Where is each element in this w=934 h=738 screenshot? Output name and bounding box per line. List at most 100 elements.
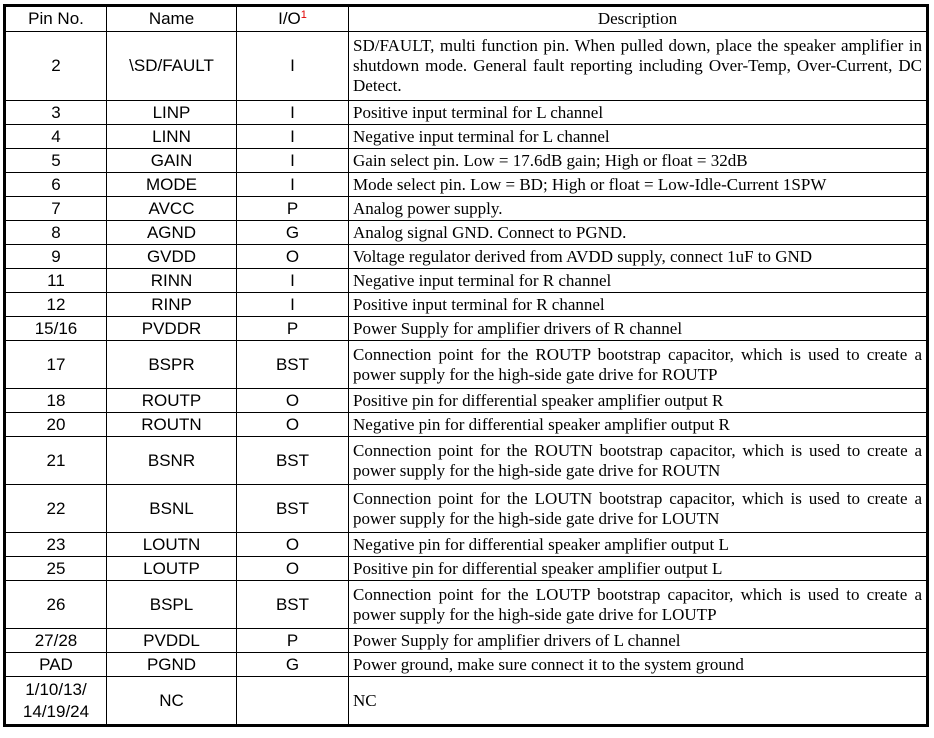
pin-cell: 11 <box>4 268 107 293</box>
table-row: 2 \SD/FAULT I SD/FAULT, multi function pin.… <box>4 31 928 101</box>
pin-cell: 26 <box>4 580 107 629</box>
description-cell: Connection point for the ROUTP bootstrap… <box>348 340 928 389</box>
table-row: 15/16 PVDDR P Power Supply for amplifier dr… <box>4 316 928 341</box>
io-cell <box>236 676 349 726</box>
pin-cell: 25 <box>4 556 107 581</box>
io-cell: O <box>236 244 349 269</box>
pin-cell: 18 <box>4 388 107 413</box>
name-cell: GAIN <box>106 148 237 173</box>
name-cell: AVCC <box>106 196 237 221</box>
table-row: 20 ROUTN O Negative pin for differential sp… <box>4 412 928 437</box>
io-cell: O <box>236 412 349 437</box>
io-cell: P <box>236 316 349 341</box>
io-cell: BST <box>236 580 349 629</box>
name-cell: NC <box>106 676 237 726</box>
pin-cell: PAD <box>4 652 107 677</box>
table-row: 17 BSPR BST Connection point for the ROUTP … <box>4 340 928 389</box>
header-pin: Pin No. <box>4 5 107 32</box>
header-io-label: I/O <box>278 9 301 28</box>
io-cell: I <box>236 100 349 125</box>
pin-description-table: Pin No. Name I/O1 Description 2 \SD/FAULT… <box>3 4 929 727</box>
table-row: 3 LINP I Positive input terminal for L chan… <box>4 100 928 125</box>
name-cell: LINP <box>106 100 237 125</box>
table-row: 4 LINN I Negative input terminal for L chan… <box>4 124 928 149</box>
name-cell: BSPL <box>106 580 237 629</box>
description-cell: SD/FAULT, multi function pin. When pulle… <box>348 31 928 101</box>
description-cell: Connection point for the LOUTP bootstrap… <box>348 580 928 629</box>
pin-cell: 2 <box>4 31 107 101</box>
io-cell: P <box>236 628 349 653</box>
name-cell: PVDDR <box>106 316 237 341</box>
table-row: 26 BSPL BST Connection point for the LOUTP … <box>4 580 928 629</box>
name-cell: BSNL <box>106 484 237 533</box>
footnote-marker: 1 <box>300 9 307 21</box>
name-cell: ROUTN <box>106 412 237 437</box>
description-cell: Mode select pin. Low = BD; High or float… <box>348 172 928 197</box>
io-cell: G <box>236 220 349 245</box>
pin-cell: 22 <box>4 484 107 533</box>
pin-cell: 9 <box>4 244 107 269</box>
header-name: Name <box>106 5 237 32</box>
description-cell: Connection point for the LOUTN bootstrap… <box>348 484 928 533</box>
description-cell: Negative pin for differential speaker am… <box>348 532 928 557</box>
header-io: I/O1 <box>236 5 349 32</box>
io-cell: I <box>236 124 349 149</box>
table-row: 22 BSNL BST Connection point for the LOUTN … <box>4 484 928 533</box>
table-row: 8 AGND G Analog signal GND. Connect to PGND… <box>4 220 928 245</box>
name-cell: LOUTN <box>106 532 237 557</box>
table-row: 12 RINP I Positive input terminal for R cha… <box>4 292 928 317</box>
pin-cell: 12 <box>4 292 107 317</box>
description-cell: Power Supply for amplifier drivers of L … <box>348 628 928 653</box>
name-cell: RINP <box>106 292 237 317</box>
io-cell: O <box>236 532 349 557</box>
pin-cell: 1/10/13/ 14/19/24 <box>4 676 107 726</box>
io-cell: BST <box>236 340 349 389</box>
description-cell: Analog power supply. <box>348 196 928 221</box>
description-cell: Negative pin for differential speaker am… <box>348 412 928 437</box>
description-cell: NC <box>348 676 928 726</box>
pin-cell: 8 <box>4 220 107 245</box>
pin-cell: 17 <box>4 340 107 389</box>
name-cell: LOUTP <box>106 556 237 581</box>
io-cell: I <box>236 172 349 197</box>
name-cell: ROUTP <box>106 388 237 413</box>
table-row: 21 BSNR BST Connection point for the ROUTN … <box>4 436 928 485</box>
io-cell: I <box>236 148 349 173</box>
io-cell: P <box>236 196 349 221</box>
description-cell: Gain select pin. Low = 17.6dB gain; High… <box>348 148 928 173</box>
description-cell: Positive pin for differential speaker am… <box>348 388 928 413</box>
pin-cell: 7 <box>4 196 107 221</box>
header-row: Pin No. Name I/O1 Description <box>4 5 928 32</box>
io-cell: I <box>236 31 349 101</box>
io-cell: I <box>236 268 349 293</box>
name-cell: GVDD <box>106 244 237 269</box>
name-cell: MODE <box>106 172 237 197</box>
description-cell: Power ground, make sure connect it to th… <box>348 652 928 677</box>
table-row: 5 GAIN I Gain select pin. Low = 17.6dB gain… <box>4 148 928 173</box>
pin-cell: 4 <box>4 124 107 149</box>
pin-cell: 20 <box>4 412 107 437</box>
description-cell: Positive input terminal for R channel <box>348 292 928 317</box>
table-row: PAD PGND G Power ground, make sure connect … <box>4 652 928 677</box>
pin-cell: 27/28 <box>4 628 107 653</box>
io-cell: O <box>236 388 349 413</box>
description-cell: Analog signal GND. Connect to PGND. <box>348 220 928 245</box>
io-cell: I <box>236 292 349 317</box>
name-cell: \SD/FAULT <box>106 31 237 101</box>
io-cell: BST <box>236 484 349 533</box>
table-row: 11 RINN I Negative input terminal for R cha… <box>4 268 928 293</box>
description-cell: Power Supply for amplifier drivers of R … <box>348 316 928 341</box>
name-cell: BSNR <box>106 436 237 485</box>
table-row: 1/10/13/ 14/19/24 NC NC <box>4 676 928 726</box>
io-cell: BST <box>236 436 349 485</box>
io-cell: O <box>236 556 349 581</box>
description-cell: Negative input terminal for L channel <box>348 124 928 149</box>
pin-cell: 23 <box>4 532 107 557</box>
description-cell: Positive input terminal for L channel <box>348 100 928 125</box>
name-cell: PVDDL <box>106 628 237 653</box>
pin-cell: 6 <box>4 172 107 197</box>
description-cell: Connection point for the ROUTN bootstrap… <box>348 436 928 485</box>
table-row: 9 GVDD O Voltage regulator derived from AVD… <box>4 244 928 269</box>
pin-cell: 3 <box>4 100 107 125</box>
name-cell: AGND <box>106 220 237 245</box>
